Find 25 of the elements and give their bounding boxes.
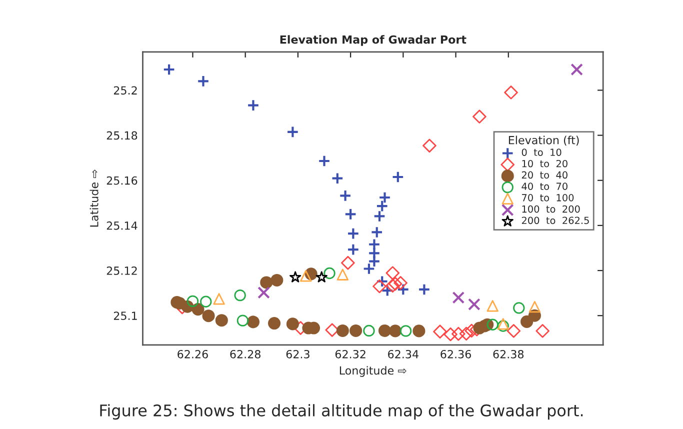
caption: Figure 25: Shows the detail altitude map of the Gwadar port. [100,404,583,420]
x-tick-label: 62.34 [388,350,418,358]
y-tick-label: 25.12 [106,266,137,275]
legend-label: 10 to 20 [522,160,568,168]
legend-title: Elevation (ft) [508,136,579,146]
x-tick-label: 62.3 [286,350,310,358]
x-tick-label: 62.32 [335,350,366,358]
y-tick-label: 25.18 [106,131,138,140]
legend-label: 200 to 262.5 [522,216,589,224]
chart-title: Elevation Map of Gwadar Port [280,35,466,46]
y-tick-label: 25.14 [106,221,138,230]
x-tick-label: 62.38 [493,350,524,358]
legend-label: 40 to 70 [522,182,568,190]
x-tick-label: 62.36 [440,350,471,358]
x-tick-label: 62.28 [230,350,260,358]
x-axis-title: Longitude ⇨ [340,366,406,377]
legend-label: 70 to 100 [522,194,574,202]
legend-label: 0 to 10 [522,148,562,156]
legend-label: 100 to 200 [522,205,580,213]
legend-label: 20 to 40 [522,171,568,179]
y-tick-label: 25.2 [114,86,137,95]
x-tick-label: 62.26 [178,350,208,358]
y-tick-label: 25.16 [106,176,138,185]
y-tick-label: 25.1 [114,312,137,320]
y-axis-title: Latitude ⇨ [90,170,98,227]
